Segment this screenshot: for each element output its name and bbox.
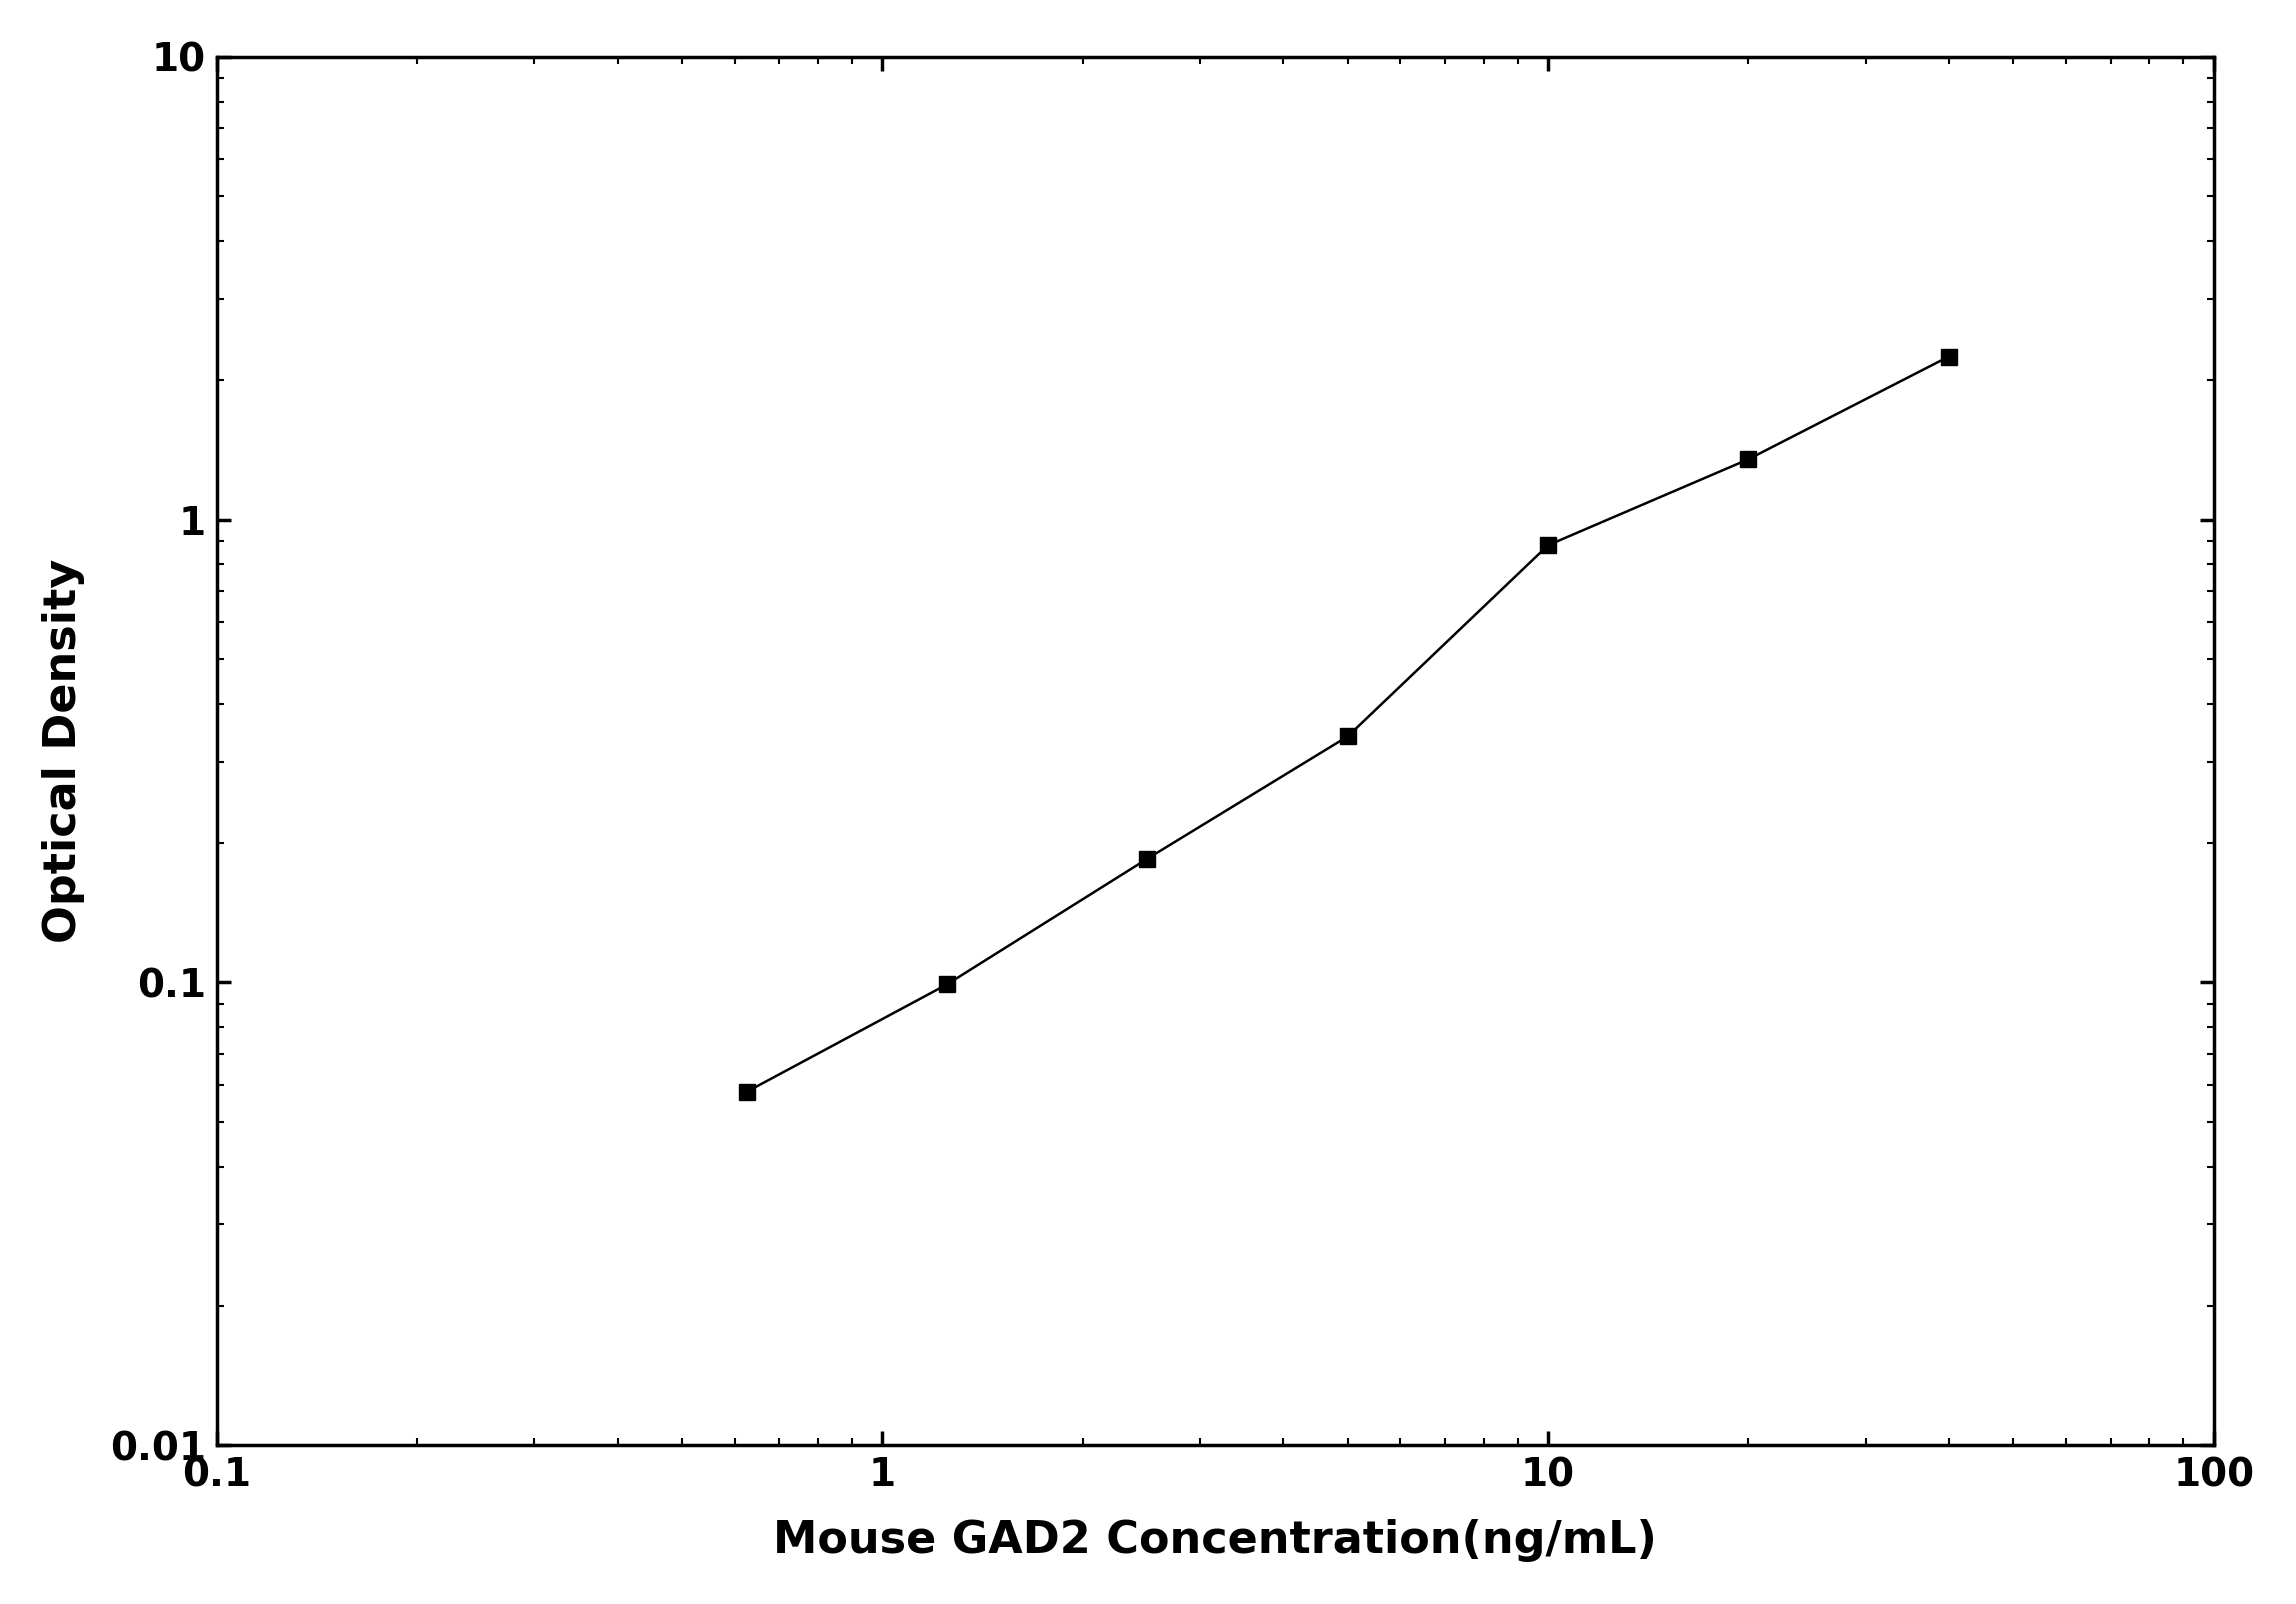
Y-axis label: Optical Density: Optical Density	[41, 558, 85, 943]
X-axis label: Mouse GAD2 Concentration(ng/mL): Mouse GAD2 Concentration(ng/mL)	[774, 1519, 1658, 1562]
